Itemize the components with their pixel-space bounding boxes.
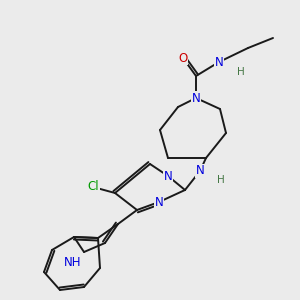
Text: H: H: [217, 175, 225, 185]
Text: N: N: [164, 169, 172, 182]
Text: NH: NH: [64, 256, 82, 269]
Text: O: O: [178, 52, 188, 64]
Text: H: H: [237, 67, 245, 77]
Text: Cl: Cl: [87, 181, 99, 194]
Text: N: N: [192, 92, 200, 104]
Text: N: N: [154, 196, 164, 208]
Text: N: N: [196, 164, 204, 178]
Text: N: N: [214, 56, 224, 68]
